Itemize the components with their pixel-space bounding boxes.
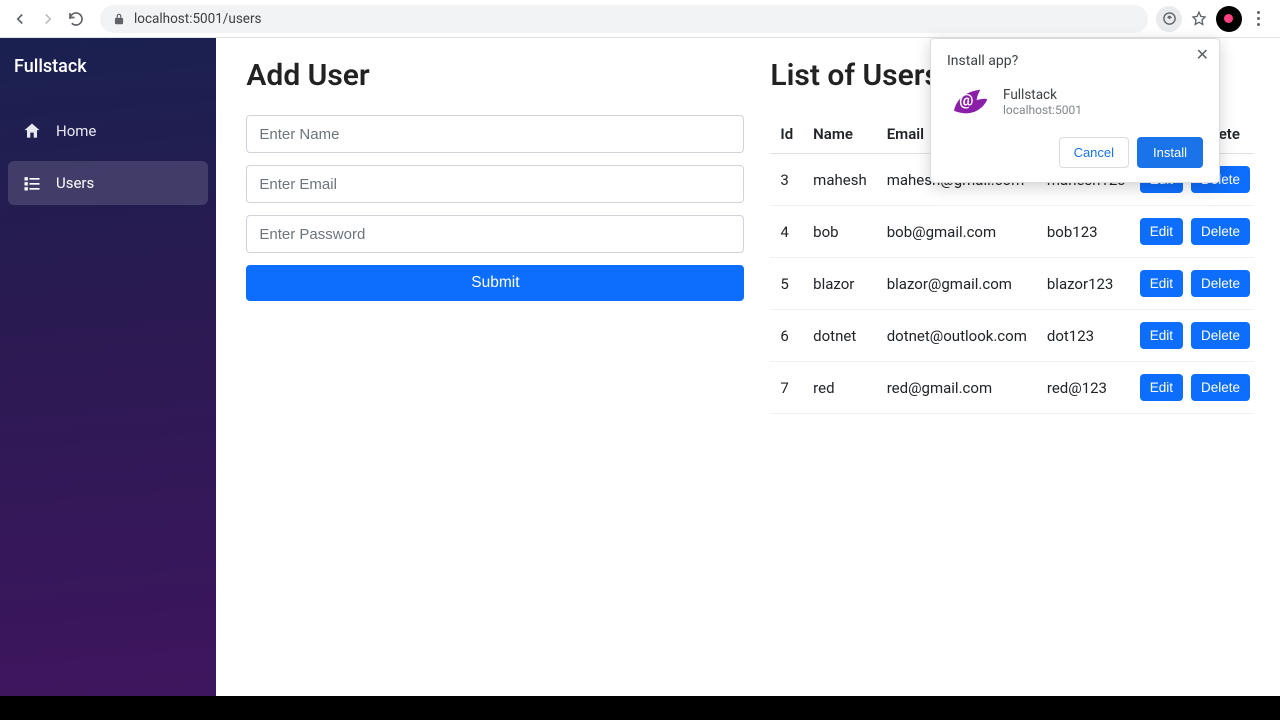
table-row: 7redred@gmail.comred@123Edit Delete (770, 362, 1254, 414)
add-user-section: Add User Submit (246, 58, 744, 720)
cell-name: bob (803, 206, 877, 258)
bookmark-star-icon[interactable] (1186, 6, 1212, 32)
sidebar: Fullstack Home Users (0, 38, 216, 720)
cancel-button[interactable]: Cancel (1059, 137, 1129, 168)
list-icon (22, 173, 42, 193)
address-bar[interactable]: localhost:5001/users (100, 5, 1148, 33)
table-row: 6dotnetdotnet@outlook.comdot123Edit Delet… (770, 310, 1254, 362)
delete-button[interactable]: Delete (1191, 374, 1250, 401)
submit-button[interactable]: Submit (246, 265, 744, 301)
back-button[interactable] (6, 5, 34, 33)
delete-button[interactable]: Delete (1191, 218, 1250, 245)
add-user-title: Add User (246, 58, 744, 93)
cell-id: 7 (770, 362, 803, 414)
col-id: Id (770, 115, 803, 154)
browser-menu-button[interactable] (1246, 7, 1270, 31)
cell-email: bob@gmail.com (877, 206, 1037, 258)
browser-toolbar: localhost:5001/users (0, 0, 1280, 38)
cell-password: dot123 (1037, 310, 1136, 362)
home-icon (22, 121, 42, 141)
close-icon[interactable]: ✕ (1196, 47, 1209, 63)
cell-name: dotnet (803, 310, 877, 362)
svg-text:@: @ (959, 91, 973, 110)
popover-app-name: Fullstack (1003, 87, 1082, 103)
sidebar-item-label: Home (56, 122, 96, 140)
table-row: 5blazorblazor@gmail.comblazor123Edit Dele… (770, 258, 1254, 310)
cell-name: mahesh (803, 154, 877, 206)
sidebar-item-label: Users (56, 174, 94, 192)
delete-button[interactable]: Delete (1191, 270, 1250, 297)
email-input[interactable] (246, 165, 744, 203)
cell-password: red@123 (1037, 362, 1136, 414)
edit-button[interactable]: Edit (1140, 374, 1183, 401)
cell-email: blazor@gmail.com (877, 258, 1037, 310)
app-logo-icon: @ (947, 81, 989, 123)
cell-id: 3 (770, 154, 803, 206)
brand-title: Fullstack (0, 38, 216, 95)
delete-button[interactable]: Delete (1191, 322, 1250, 349)
cell-email: dotnet@outlook.com (877, 310, 1037, 362)
edit-button[interactable]: Edit (1140, 218, 1183, 245)
install-pwa-icon[interactable] (1156, 6, 1182, 32)
cell-password: bob123 (1037, 206, 1136, 258)
install-app-popover: ✕ Install app? @ Fullstack localhost:500… (930, 38, 1220, 183)
popover-app-origin: localhost:5001 (1003, 103, 1082, 117)
edit-button[interactable]: Edit (1140, 270, 1183, 297)
forward-button[interactable] (34, 5, 62, 33)
cell-id: 4 (770, 206, 803, 258)
password-input[interactable] (246, 215, 744, 253)
profile-avatar[interactable] (1216, 6, 1242, 32)
reload-button[interactable] (62, 5, 90, 33)
name-input[interactable] (246, 115, 744, 153)
edit-button[interactable]: Edit (1140, 322, 1183, 349)
install-button[interactable]: Install (1137, 137, 1203, 168)
cell-id: 6 (770, 310, 803, 362)
col-name: Name (803, 115, 877, 154)
table-row: 4bobbob@gmail.combob123Edit Delete (770, 206, 1254, 258)
sidebar-item-users[interactable]: Users (8, 161, 208, 205)
lock-icon (112, 12, 126, 26)
cell-email: red@gmail.com (877, 362, 1037, 414)
cell-name: red (803, 362, 877, 414)
popover-title: Install app? (947, 53, 1203, 69)
letterbox-bar (0, 696, 1280, 720)
sidebar-item-home[interactable]: Home (8, 109, 208, 153)
url-text: localhost:5001/users (134, 11, 262, 27)
cell-id: 5 (770, 258, 803, 310)
cell-name: blazor (803, 258, 877, 310)
cell-password: blazor123 (1037, 258, 1136, 310)
